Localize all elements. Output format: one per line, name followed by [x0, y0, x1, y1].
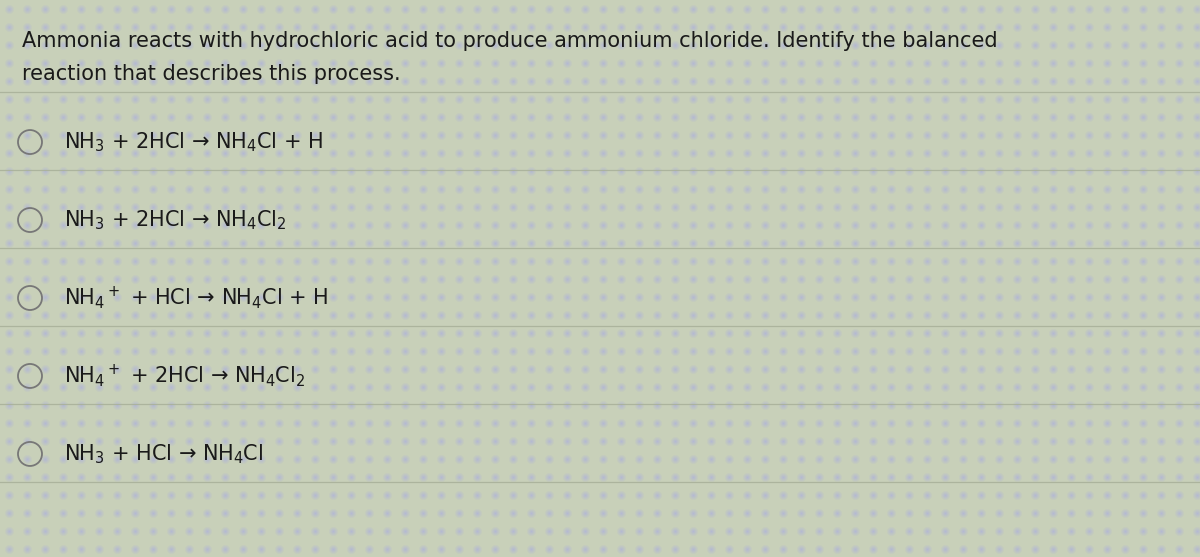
Text: NH$_3$ + 2HCl → NH$_4$Cl$_2$: NH$_3$ + 2HCl → NH$_4$Cl$_2$: [64, 208, 287, 232]
Text: reaction that describes this process.: reaction that describes this process.: [22, 64, 401, 84]
Text: NH$_3$ + HCl → NH$_4$Cl: NH$_3$ + HCl → NH$_4$Cl: [64, 442, 263, 466]
Text: Ammonia reacts with hydrochloric acid to produce ammonium chloride. Identify the: Ammonia reacts with hydrochloric acid to…: [22, 31, 997, 51]
Text: NH$_4$$^+$ + 2HCl → NH$_4$Cl$_2$: NH$_4$$^+$ + 2HCl → NH$_4$Cl$_2$: [64, 363, 305, 389]
Text: NH$_4$$^+$ + HCl → NH$_4$Cl + H: NH$_4$$^+$ + HCl → NH$_4$Cl + H: [64, 285, 328, 311]
Text: NH$_3$ + 2HCl → NH$_4$Cl + H: NH$_3$ + 2HCl → NH$_4$Cl + H: [64, 130, 323, 154]
